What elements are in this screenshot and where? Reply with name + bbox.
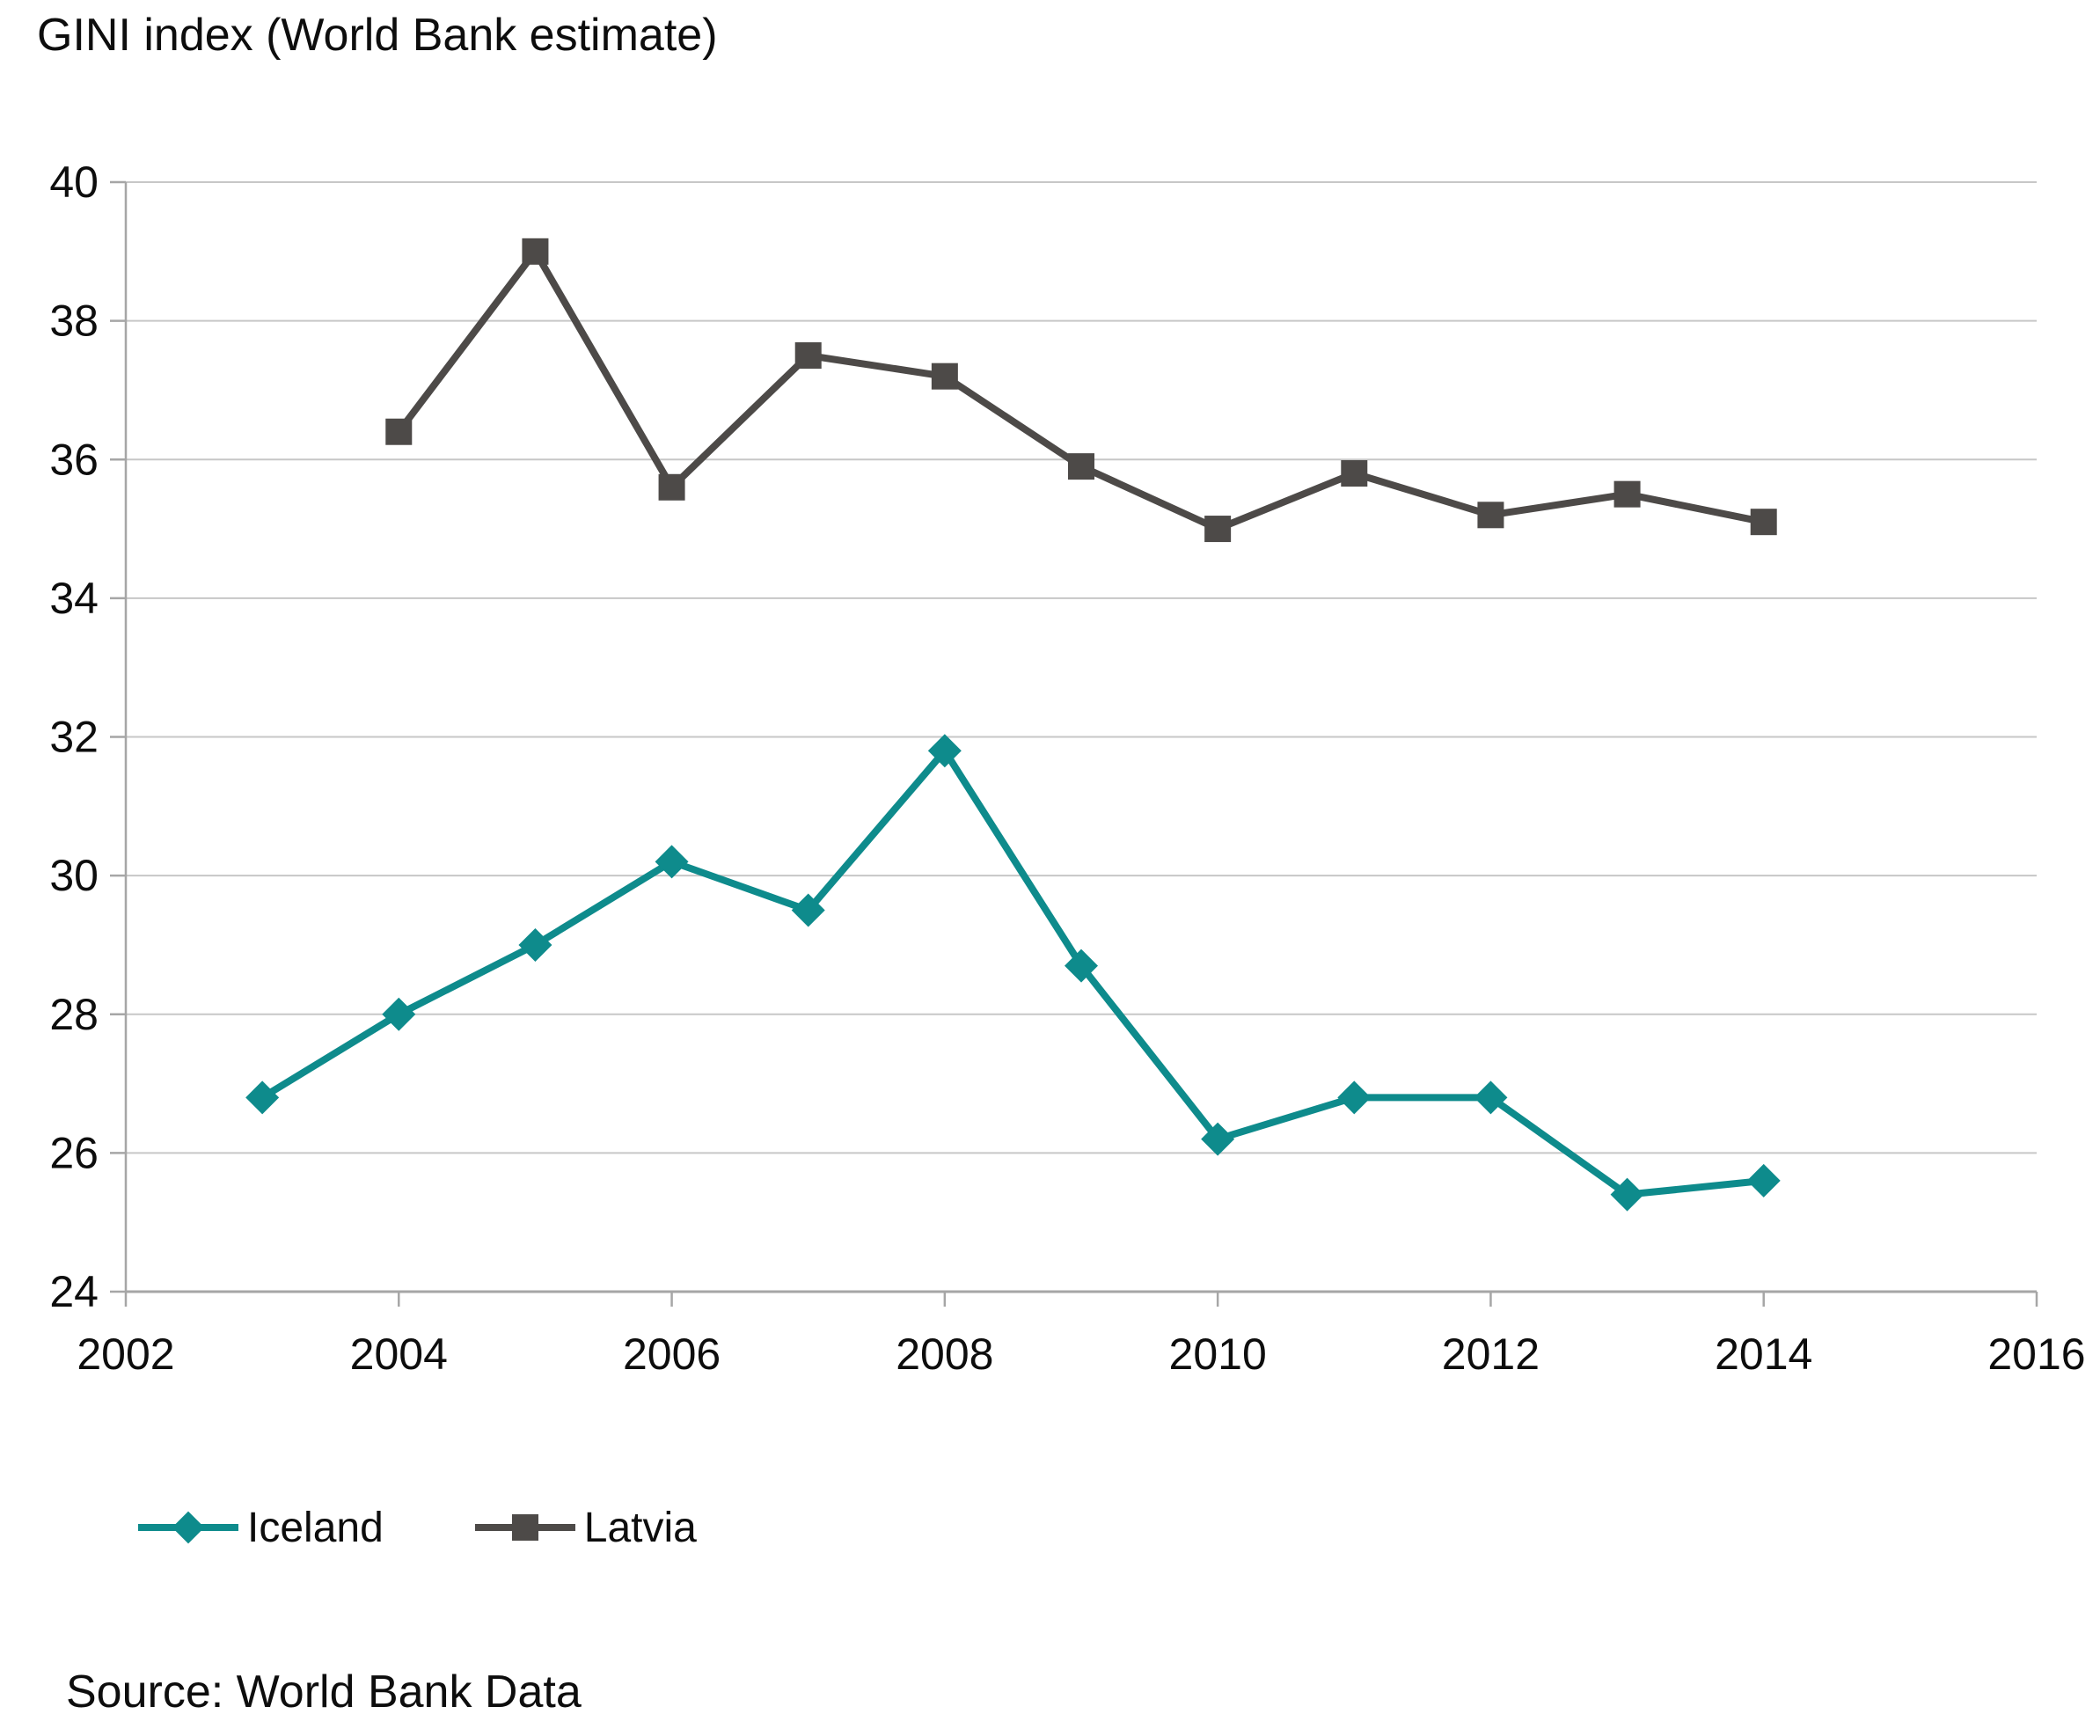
x-tick-label: 2002 bbox=[77, 1329, 174, 1379]
x-tick-label: 2006 bbox=[623, 1329, 721, 1379]
series-line-iceland bbox=[260, 744, 1765, 1198]
data-point-latvia-2010 bbox=[1204, 516, 1232, 543]
data-point-iceland-2004 bbox=[382, 997, 416, 1031]
data-point-iceland-2006 bbox=[655, 845, 689, 879]
data-point-latvia-2014 bbox=[1750, 509, 1777, 536]
x-tick-label: 2004 bbox=[350, 1329, 448, 1379]
data-point-latvia-2007 bbox=[794, 342, 822, 370]
legend: Iceland Latvia bbox=[138, 1498, 697, 1557]
y-tick-label: 32 bbox=[49, 713, 99, 762]
legend-label-latvia: Latvia bbox=[583, 1504, 697, 1551]
data-point-iceland-2009 bbox=[1065, 949, 1098, 983]
y-tick-label: 38 bbox=[49, 297, 99, 346]
legend-marker-latvia-square-icon bbox=[474, 1506, 575, 1549]
data-point-iceland-2010 bbox=[1201, 1122, 1235, 1156]
data-point-iceland-2007 bbox=[791, 893, 825, 927]
legend-marker-shape-latvia bbox=[511, 1514, 538, 1541]
data-point-iceland-2005 bbox=[518, 927, 552, 962]
data-point-iceland-2008 bbox=[927, 734, 962, 768]
chart-title: GINI index (World Bank estimate) bbox=[37, 10, 718, 61]
y-tick-label: 34 bbox=[49, 574, 99, 623]
series-line-latvia bbox=[396, 245, 1765, 533]
data-point-latvia-2004 bbox=[385, 418, 413, 445]
y-tick-label: 26 bbox=[49, 1128, 99, 1177]
x-tick-label: 2014 bbox=[1715, 1329, 1812, 1379]
y-tick-label: 28 bbox=[49, 990, 99, 1039]
data-point-latvia-2011 bbox=[1341, 460, 1368, 487]
data-point-iceland-2013 bbox=[1610, 1177, 1644, 1212]
data-point-latvia-2008 bbox=[931, 363, 958, 390]
data-point-latvia-2012 bbox=[1477, 502, 1504, 529]
y-tick-label: 40 bbox=[49, 157, 99, 207]
legend-marker-shape-iceland bbox=[172, 1511, 205, 1544]
legend-label-iceland: Iceland bbox=[247, 1504, 384, 1551]
legend-item-iceland: Iceland bbox=[138, 1504, 384, 1552]
source-caption: Source: World Bank Data bbox=[66, 1666, 582, 1718]
y-tick-label: 36 bbox=[49, 435, 99, 484]
data-point-iceland-2003 bbox=[245, 1080, 280, 1115]
legend-marker-iceland-diamond-icon bbox=[138, 1506, 238, 1549]
data-point-latvia-2005 bbox=[522, 238, 549, 265]
data-point-latvia-2013 bbox=[1613, 480, 1641, 508]
data-point-iceland-2014 bbox=[1746, 1163, 1781, 1198]
x-tick-label: 2010 bbox=[1169, 1329, 1267, 1379]
y-tick-label: 24 bbox=[49, 1267, 99, 1316]
x-tick-label: 2012 bbox=[1442, 1329, 1540, 1379]
data-point-iceland-2011 bbox=[1337, 1080, 1372, 1115]
x-tick-label: 2008 bbox=[896, 1329, 993, 1379]
legend-item-latvia: Latvia bbox=[474, 1504, 697, 1552]
y-tick-label: 30 bbox=[49, 851, 99, 900]
data-point-latvia-2006 bbox=[658, 473, 685, 501]
x-tick-label: 2016 bbox=[1987, 1329, 2085, 1379]
data-point-latvia-2009 bbox=[1068, 453, 1094, 480]
data-point-iceland-2012 bbox=[1474, 1080, 1508, 1115]
